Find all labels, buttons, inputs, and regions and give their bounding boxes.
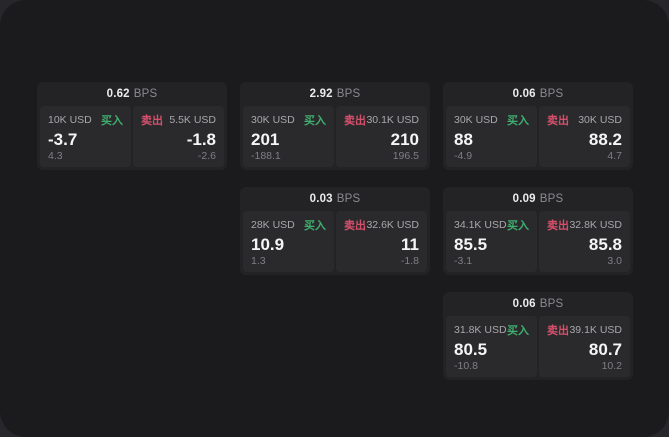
sell-tile[interactable]: 卖出 30K USD 88.2 4.7 <box>539 106 630 167</box>
sell-amount: 30.1K USD <box>366 114 419 126</box>
sell-price: -1.8 <box>186 129 216 149</box>
buy-label: 买入 <box>304 115 326 127</box>
quote-card: 0.09 BPS 34.1K USD 买入 85.5 -3.1 卖出 32.8K… <box>443 187 633 275</box>
buy-amount: 31.8K USD <box>454 324 507 336</box>
sell-label: 卖出 <box>141 115 163 127</box>
bps-value: 0.03 <box>309 193 333 205</box>
buy-delta: 4.3 <box>48 150 63 162</box>
sell-tile[interactable]: 卖出 39.1K USD 80.7 10.2 <box>539 316 630 377</box>
quote-card: 2.92 BPS 30K USD 买入 201 -188.1 卖出 30.1K … <box>240 82 430 170</box>
bps-header: 0.03 BPS <box>240 187 430 211</box>
bps-value: 2.92 <box>309 88 333 100</box>
sell-delta: 196.5 <box>392 150 419 162</box>
buy-delta: 1.3 <box>251 255 266 267</box>
bps-unit-label: BPS <box>133 88 158 100</box>
bps-header: 0.62 BPS <box>37 82 227 106</box>
buy-price: 10.9 <box>251 234 285 254</box>
bps-value: 0.09 <box>512 193 536 205</box>
sell-price: 85.8 <box>588 234 622 254</box>
bps-value: 0.62 <box>106 88 130 100</box>
sell-label: 卖出 <box>344 220 366 232</box>
sell-price: 11 <box>401 234 419 254</box>
buy-amount: 10K USD <box>48 114 92 126</box>
sell-label: 卖出 <box>547 115 569 127</box>
sell-amount: 5.5K USD <box>169 114 216 126</box>
bps-value: 0.06 <box>512 298 536 310</box>
sell-amount: 32.6K USD <box>366 219 419 231</box>
bps-unit-label: BPS <box>539 88 564 100</box>
buy-delta: -10.8 <box>454 360 478 372</box>
quote-card: 0.06 BPS 31.8K USD 买入 80.5 -10.8 卖出 39.1… <box>443 292 633 380</box>
buy-label: 买入 <box>101 115 123 127</box>
sell-price: 80.7 <box>588 339 622 359</box>
buy-delta: -188.1 <box>251 150 281 162</box>
sell-delta: 10.2 <box>601 360 622 372</box>
bps-unit-label: BPS <box>539 193 564 205</box>
buy-tile[interactable]: 31.8K USD 买入 80.5 -10.8 <box>446 316 537 377</box>
sell-price: 88.2 <box>588 129 622 149</box>
sell-tile[interactable]: 卖出 5.5K USD -1.8 -2.6 <box>133 106 224 167</box>
bps-header: 0.09 BPS <box>443 187 633 211</box>
sell-delta: 3.0 <box>607 255 622 267</box>
sell-tile[interactable]: 卖出 30.1K USD 210 196.5 <box>336 106 427 167</box>
bps-unit-label: BPS <box>336 193 361 205</box>
buy-tile[interactable]: 30K USD 买入 88 -4.9 <box>446 106 537 167</box>
sell-label: 卖出 <box>547 325 569 337</box>
sell-label: 卖出 <box>344 115 366 127</box>
buy-price: 201 <box>251 129 280 149</box>
buy-amount: 30K USD <box>251 114 295 126</box>
buy-tile[interactable]: 10K USD 买入 -3.7 4.3 <box>40 106 131 167</box>
buy-delta: -4.9 <box>454 150 473 162</box>
buy-label: 买入 <box>507 325 529 337</box>
quote-card: 0.06 BPS 30K USD 买入 88 -4.9 卖出 30K USD 8… <box>443 82 633 170</box>
sell-price: 210 <box>390 129 419 149</box>
bps-header: 0.06 BPS <box>443 82 633 106</box>
buy-price: -3.7 <box>48 129 78 149</box>
buy-label: 买入 <box>507 115 529 127</box>
buy-label: 买入 <box>304 220 326 232</box>
sell-amount: 32.8K USD <box>569 219 622 231</box>
buy-amount: 30K USD <box>454 114 498 126</box>
buy-price: 88 <box>454 129 473 149</box>
sell-tile[interactable]: 卖出 32.8K USD 85.8 3.0 <box>539 211 630 272</box>
quote-card: 0.62 BPS 10K USD 买入 -3.7 4.3 卖出 5.5K USD… <box>37 82 227 170</box>
buy-amount: 34.1K USD <box>454 219 507 231</box>
buy-amount: 28K USD <box>251 219 295 231</box>
sell-amount: 39.1K USD <box>569 324 622 336</box>
buy-price: 85.5 <box>454 234 488 254</box>
buy-label: 买入 <box>507 220 529 232</box>
buy-tile[interactable]: 30K USD 买入 201 -188.1 <box>243 106 334 167</box>
sell-label: 卖出 <box>547 220 569 232</box>
sell-delta: -1.8 <box>400 255 419 267</box>
quote-card: 0.03 BPS 28K USD 买入 10.9 1.3 卖出 32.6K US… <box>240 187 430 275</box>
bps-header: 0.06 BPS <box>443 292 633 316</box>
buy-delta: -3.1 <box>454 255 473 267</box>
sell-tile[interactable]: 卖出 32.6K USD 11 -1.8 <box>336 211 427 272</box>
sell-delta: -2.6 <box>197 150 216 162</box>
sell-amount: 30K USD <box>578 114 622 126</box>
buy-price: 80.5 <box>454 339 488 359</box>
buy-tile[interactable]: 28K USD 买入 10.9 1.3 <box>243 211 334 272</box>
bps-unit-label: BPS <box>336 88 361 100</box>
buy-tile[interactable]: 34.1K USD 买入 85.5 -3.1 <box>446 211 537 272</box>
bps-value: 0.06 <box>512 88 536 100</box>
sell-delta: 4.7 <box>607 150 622 162</box>
bps-unit-label: BPS <box>539 298 564 310</box>
bps-header: 2.92 BPS <box>240 82 430 106</box>
